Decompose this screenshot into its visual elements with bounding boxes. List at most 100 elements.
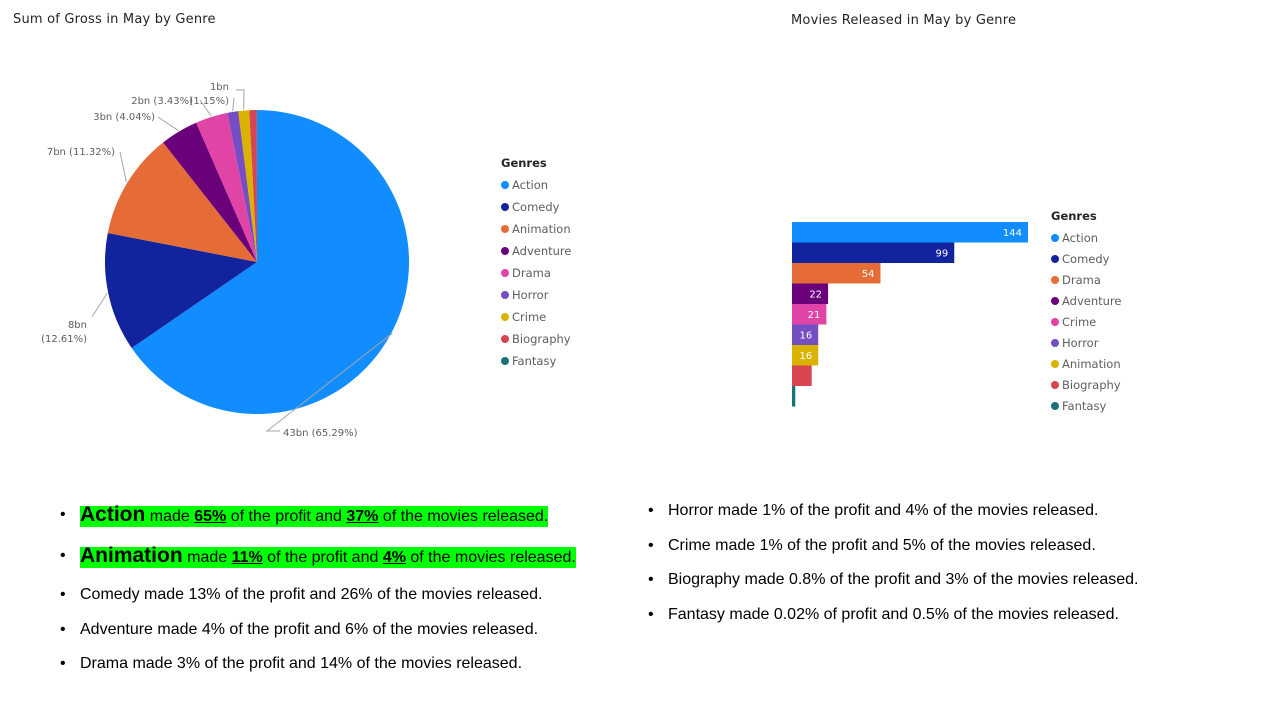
bar-data-label-animation: 16	[799, 351, 812, 362]
legend-dot-icon	[501, 269, 509, 277]
bar-legend-item-horror[interactable]: Horror	[1051, 332, 1121, 353]
legend-label: Crime	[512, 310, 547, 324]
action-leader-line	[265, 332, 393, 432]
bar-legend-item-action[interactable]: Action	[1051, 227, 1121, 248]
legend-dot-icon	[1051, 296, 1059, 305]
legend-dot-icon	[501, 335, 509, 343]
legend-dot-icon	[1051, 359, 1059, 368]
bar-legend-item-adventure[interactable]: Adventure	[1051, 290, 1121, 311]
pie-legend-item-drama[interactable]: Drama	[501, 262, 571, 284]
legend-label: Animation	[1062, 356, 1121, 371]
legend-label: Action	[1062, 230, 1099, 245]
legend-dot-icon	[501, 291, 509, 299]
bar-animation[interactable]	[792, 345, 819, 366]
pie-slice-action[interactable]	[131, 110, 410, 414]
pie-legend-title: Genres	[501, 156, 547, 170]
legend-label: Action	[512, 178, 549, 192]
legend-label: Biography	[512, 332, 571, 346]
crime-data-label: 1bn	[210, 82, 229, 93]
legend-dot-icon	[501, 225, 509, 233]
bar-action[interactable]	[792, 222, 1028, 243]
bar-legend-item-animation[interactable]: Animation	[1051, 353, 1121, 374]
legend-label: Comedy	[512, 200, 560, 214]
legend-dot-icon	[501, 357, 509, 365]
pie-callouts: 43bn (65.29%) 8bn (12.61%) 7bn (11.32%) 3bn …	[41, 82, 393, 439]
bar-legend-item-drama[interactable]: Drama	[1051, 269, 1121, 290]
bar-legend-item-comedy[interactable]: Comedy	[1051, 248, 1121, 269]
highlighted-note: Animation made 11% of the profit and 4% …	[80, 544, 576, 568]
bar-data-label-comedy: 99	[936, 248, 949, 259]
pie-chart	[104, 109, 410, 414]
note-percent: 65%	[194, 508, 227, 525]
pie-slice-drama[interactable]	[196, 112, 257, 263]
pie-legend-item-biography[interactable]: Biography	[501, 328, 571, 350]
note-genre: Action	[80, 503, 146, 526]
bar-horror[interactable]	[792, 324, 819, 346]
bar-drama[interactable]	[792, 263, 881, 284]
bar-legend-title: Genres	[1051, 209, 1097, 223]
legend-label: Animation	[512, 222, 571, 236]
pie-slice-crime[interactable]	[238, 110, 257, 262]
horror-leader-line	[232, 97, 235, 111]
bar-legend-item-biography[interactable]: Biography	[1051, 374, 1121, 395]
animation-leader-line	[119, 151, 127, 183]
bar-fantasy[interactable]	[792, 386, 796, 407]
pie-legend-item-crime[interactable]: Crime	[501, 306, 571, 328]
bar-legend-item-fantasy[interactable]: Fantasy	[1051, 395, 1121, 416]
comedy-data-label: (12.61%)	[41, 334, 87, 345]
legend-dot-icon	[501, 181, 509, 189]
pie-slice-animation[interactable]	[107, 142, 257, 262]
pie-legend-item-animation[interactable]: Animation	[501, 218, 571, 240]
drama-data-label: 2bn (3.43%)	[131, 96, 193, 107]
pie-legend-item-fantasy[interactable]: Fantasy	[501, 350, 571, 372]
note-text: made	[145, 508, 195, 525]
legend-label: Fantasy	[1062, 398, 1107, 413]
crime-leader-line	[236, 89, 245, 110]
legend-label: Crime	[1062, 314, 1097, 329]
legend-label: Horror	[1062, 335, 1099, 350]
pie-slice-horror[interactable]	[227, 111, 257, 262]
legend-dot-icon	[1051, 254, 1059, 263]
pie-slice-comedy[interactable]	[104, 232, 257, 349]
note-action: Action made 65% of the profit and 37% of…	[60, 498, 576, 539]
action-data-label: 43bn (65.29%)	[283, 428, 358, 439]
adventure-data-label: 3bn (4.04%)	[93, 112, 155, 123]
note-adventure: Adventure made 4% of the profit and 6% o…	[60, 613, 576, 647]
notes-left-list: Action made 65% of the profit and 37% of…	[60, 498, 576, 681]
pie-slice-adventure[interactable]	[163, 122, 257, 262]
comedy-leader-line	[91, 292, 108, 318]
bar-crime[interactable]	[792, 304, 827, 325]
bar-data-label-adventure: 22	[809, 289, 822, 300]
legend-label: Adventure	[1062, 293, 1122, 308]
bar-comedy[interactable]	[792, 242, 955, 264]
pie-legend-item-action[interactable]: Action	[501, 174, 571, 196]
legend-dot-icon	[1051, 233, 1059, 242]
note-crime: Crime made 1% of the profit and 5% of th…	[648, 535, 1139, 569]
pie-legend-item-adventure[interactable]: Adventure	[501, 240, 571, 262]
legend-label: Horror	[512, 288, 549, 302]
legend-dot-icon	[1051, 317, 1059, 326]
bar-legend: Genres Action Comedy Drama Adventure Cri…	[1051, 209, 1121, 416]
note-genre: Animation	[80, 544, 183, 567]
legend-label: Drama	[1062, 272, 1101, 287]
legend-label: Drama	[512, 266, 551, 280]
note-percent: 4%	[382, 549, 406, 566]
note-percent: 11%	[231, 549, 263, 566]
note-comedy: Comedy made 13% of the profit and 26% of…	[60, 578, 576, 613]
pie-legend: Genres Action Comedy Animation Adventure…	[501, 156, 571, 372]
pie-slice-biography[interactable]	[249, 110, 257, 262]
bar-biography[interactable]	[792, 365, 812, 387]
note-fantasy: Fantasy made 0.02% of profit and 0.5% of…	[648, 604, 1139, 638]
bar-data-label-crime: 21	[808, 310, 821, 321]
legend-dot-icon	[1051, 338, 1059, 347]
legend-dot-icon	[1051, 275, 1059, 284]
note-text: of the profit and	[262, 549, 383, 566]
drama-leader-line	[199, 99, 212, 117]
pie-legend-item-comedy[interactable]: Comedy	[501, 196, 571, 218]
note-percent: 37%	[346, 508, 379, 525]
note-horror: Horror made 1% of the profit and 4% of t…	[648, 500, 1139, 535]
bar-adventure[interactable]	[792, 283, 829, 305]
bar-legend-item-crime[interactable]: Crime	[1051, 311, 1121, 332]
pie-legend-item-horror[interactable]: Horror	[501, 284, 571, 306]
